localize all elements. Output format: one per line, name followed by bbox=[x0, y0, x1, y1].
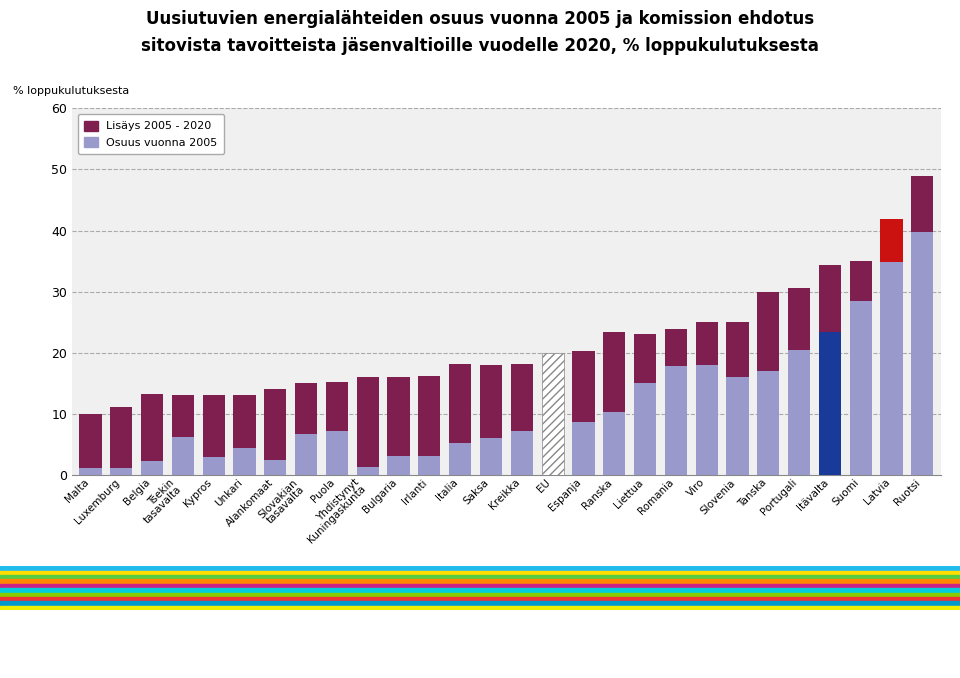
Bar bbox=[634, 383, 656, 475]
Bar bbox=[203, 457, 225, 475]
Bar bbox=[696, 322, 718, 365]
Bar bbox=[850, 300, 872, 475]
Bar bbox=[788, 288, 810, 350]
Bar bbox=[664, 366, 687, 475]
Legend: Lisäys 2005 - 2020, Osuus vuonna 2005: Lisäys 2005 - 2020, Osuus vuonna 2005 bbox=[78, 114, 225, 155]
Bar bbox=[80, 468, 102, 475]
Bar bbox=[0, 579, 960, 584]
Bar bbox=[110, 407, 132, 468]
Text: MINISTRY OF EMPLOYMENT AND THE ECONOMY: MINISTRY OF EMPLOYMENT AND THE ECONOMY bbox=[373, 656, 587, 666]
Bar bbox=[541, 353, 564, 475]
Bar bbox=[325, 431, 348, 475]
Bar bbox=[880, 219, 902, 262]
Bar bbox=[141, 461, 163, 475]
Text: ARBETS- OCH NÄRINGSMINISTERIET: ARBETS- OCH NÄRINGSMINISTERIET bbox=[399, 643, 561, 652]
Bar bbox=[0, 575, 960, 579]
Bar bbox=[819, 332, 841, 475]
Bar bbox=[0, 589, 960, 593]
Bar bbox=[664, 330, 687, 366]
Bar bbox=[757, 371, 780, 475]
Bar bbox=[603, 412, 625, 475]
Bar bbox=[388, 377, 410, 456]
Bar bbox=[233, 448, 255, 475]
Bar bbox=[419, 376, 441, 456]
Bar bbox=[727, 322, 749, 377]
Bar bbox=[203, 395, 225, 457]
Bar bbox=[0, 606, 960, 610]
Bar bbox=[295, 434, 317, 475]
Bar bbox=[603, 332, 625, 412]
Bar bbox=[0, 571, 960, 575]
Bar bbox=[511, 431, 533, 475]
Bar bbox=[419, 456, 441, 475]
Bar bbox=[0, 597, 960, 601]
Bar bbox=[357, 466, 379, 475]
Bar bbox=[480, 365, 502, 438]
Bar bbox=[295, 383, 317, 434]
Bar bbox=[480, 438, 502, 475]
Bar bbox=[727, 377, 749, 475]
Bar bbox=[141, 394, 163, 461]
Bar bbox=[572, 422, 594, 475]
Bar bbox=[264, 389, 286, 460]
Bar bbox=[850, 261, 872, 300]
Bar bbox=[110, 468, 132, 475]
Bar bbox=[911, 176, 933, 232]
Bar bbox=[788, 350, 810, 475]
Bar bbox=[511, 363, 533, 431]
Bar bbox=[880, 262, 902, 475]
Bar bbox=[911, 232, 933, 475]
Bar bbox=[357, 377, 379, 466]
Bar bbox=[572, 351, 594, 422]
Bar bbox=[696, 365, 718, 475]
Bar bbox=[0, 601, 960, 606]
Bar bbox=[449, 443, 471, 475]
Bar bbox=[449, 363, 471, 443]
Bar bbox=[264, 460, 286, 475]
Bar bbox=[80, 414, 102, 468]
Bar bbox=[233, 395, 255, 448]
Bar bbox=[172, 395, 194, 437]
Bar bbox=[0, 593, 960, 597]
Text: TYÖ- JA ELINKEINOMINISTERIÖ: TYÖ- JA ELINKEINOMINISTERIÖ bbox=[402, 629, 558, 639]
Text: sitovista tavoitteista jäsenvaltioille vuodelle 2020, % loppukulutuksesta: sitovista tavoitteista jäsenvaltioille v… bbox=[141, 37, 819, 56]
Text: % loppukulutuksesta: % loppukulutuksesta bbox=[13, 86, 130, 96]
Bar bbox=[757, 292, 780, 371]
Bar bbox=[325, 382, 348, 431]
Bar bbox=[634, 334, 656, 383]
Bar bbox=[0, 566, 960, 571]
Bar bbox=[172, 437, 194, 475]
Bar bbox=[819, 265, 841, 332]
Bar bbox=[0, 584, 960, 588]
Text: Uusiutuvien energialähteiden osuus vuonna 2005 ja komission ehdotus: Uusiutuvien energialähteiden osuus vuonn… bbox=[146, 10, 814, 28]
Bar bbox=[388, 456, 410, 475]
